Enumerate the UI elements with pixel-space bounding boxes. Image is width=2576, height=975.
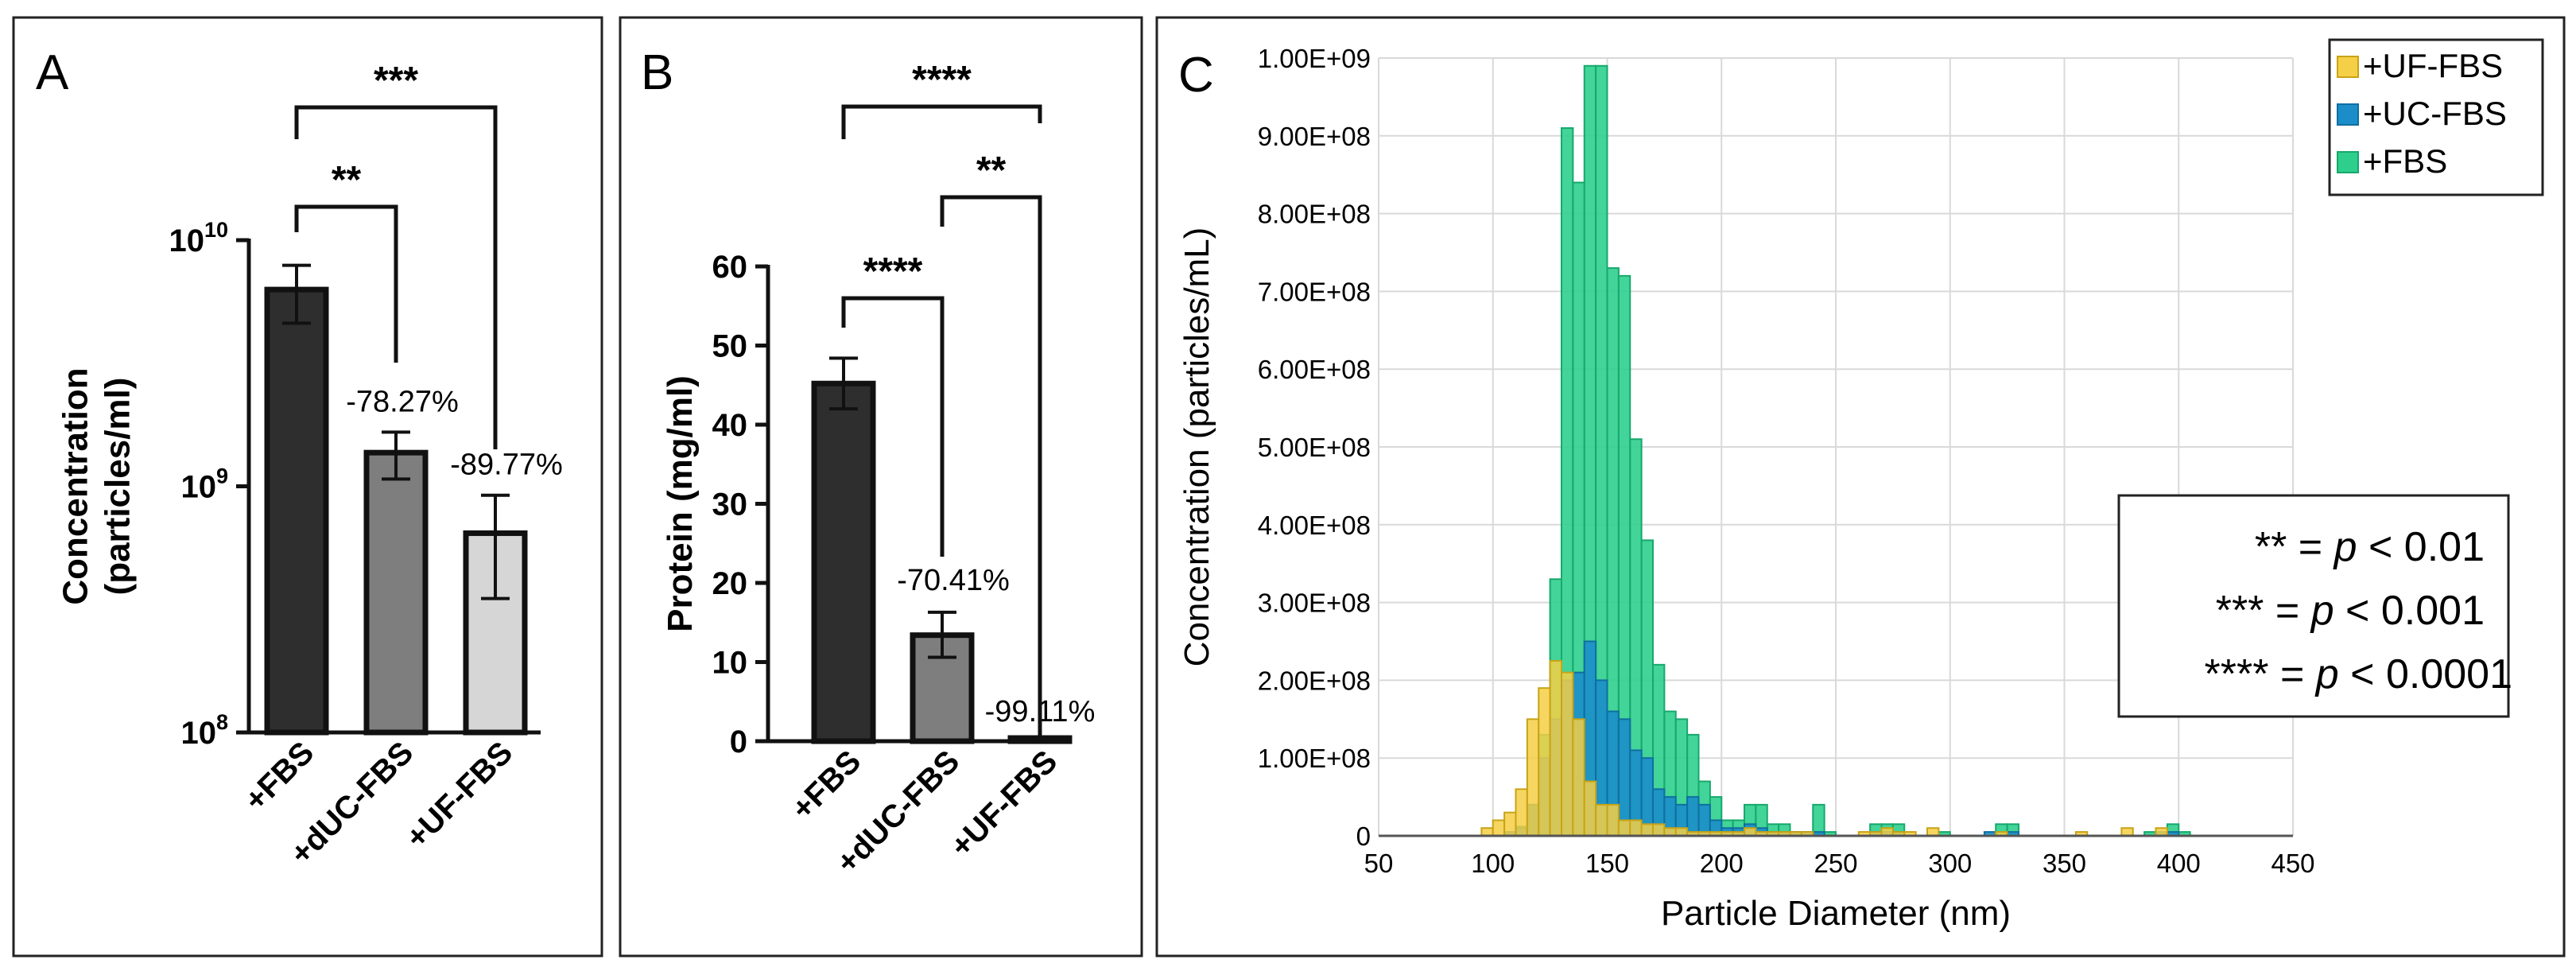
legend-swatch	[2337, 103, 2359, 126]
y-tick-label: 50	[712, 329, 748, 364]
y-tick-label: 4.00E+08	[1258, 511, 1371, 540]
x-tick-label: 350	[2043, 849, 2086, 878]
histogram-bar	[1583, 780, 1597, 837]
bar	[264, 286, 329, 736]
y-tick-label: 9.00E+08	[1258, 122, 1371, 151]
histogram-bar	[1617, 718, 1631, 837]
x-axis-label: Particle Diameter (nm)	[1661, 894, 2011, 933]
legend-swatch	[2337, 56, 2359, 78]
x-tick-label: 450	[2271, 849, 2314, 878]
histogram-bar	[1629, 819, 1643, 837]
x-tick-label: 50	[1364, 849, 1394, 878]
x-tick-label: 250	[1814, 849, 1857, 878]
y-tick-label: 1010	[169, 218, 228, 258]
histogram-bar	[1652, 823, 1666, 837]
significance-label: ****	[912, 59, 972, 101]
y-tick-label: 1.00E+09	[1258, 44, 1371, 73]
histogram-bar	[1526, 718, 1540, 837]
significance-key-line-3: **** = p < 0.0001	[2205, 651, 2512, 697]
y-tick-label: 20	[712, 566, 748, 601]
histogram-bar	[1492, 819, 1506, 837]
histogram-bar	[1686, 796, 1700, 837]
significance-bracket	[841, 296, 945, 557]
y-tick-label: 60	[712, 250, 748, 285]
x-tick-label: 300	[1928, 849, 1972, 878]
histogram-bar	[1617, 819, 1631, 837]
significance-label: ****	[863, 251, 923, 293]
x-tick-label: 150	[1585, 849, 1629, 878]
significance-bracket	[294, 204, 398, 363]
histogram-bar	[1538, 687, 1551, 837]
y-tick-label: 0	[1356, 822, 1371, 851]
y-axis-label: Concentration(particles/ml)	[56, 367, 138, 604]
y-tick-label: 10	[712, 646, 748, 681]
panel-b-letter: B	[641, 45, 673, 100]
y-tick-label: 7.00E+08	[1258, 277, 1371, 306]
x-tick-label: 100	[1471, 849, 1515, 878]
legend-entry: +UC-FBS	[2363, 95, 2507, 132]
y-tick-label: 108	[180, 710, 228, 751]
significance-key: ** = p < 0.01 *** = p < 0.001 **** = p <…	[2117, 494, 2512, 718]
bar	[811, 380, 876, 744]
legend-entry: +FBS	[2363, 142, 2447, 180]
y-tick-label: 6.00E+08	[1258, 355, 1371, 384]
y-tick-label: 2.00E+08	[1258, 666, 1371, 695]
histogram-bar	[1640, 823, 1654, 837]
panel-c-letter: C	[1178, 48, 1214, 103]
bar	[363, 449, 429, 736]
significance-bracket	[940, 195, 1042, 740]
legend: +UF-FBS +UC-FBS +FBS	[2328, 38, 2544, 196]
significance-label: ***	[374, 60, 418, 102]
y-axis-label: Protein (mg/ml)	[661, 375, 700, 632]
histogram-bar	[1561, 671, 1574, 837]
y-axis-label: Concentration (particles/mL)	[1177, 227, 1216, 667]
percent-change-label: -89.77%	[450, 449, 563, 482]
y-tick-label: 40	[712, 408, 748, 443]
y-tick-label: 0	[730, 724, 747, 759]
panel-c-chart: 0 1.00E+08 2.00E+08 3.00E+08 4.00E+08 5.00E+0…	[1177, 38, 2544, 933]
histogram-bar	[1606, 803, 1620, 837]
y-tick-label: 5.00E+08	[1258, 433, 1371, 462]
significance-label: **	[976, 150, 1007, 192]
histogram-bar	[1549, 659, 1562, 837]
significance-key-line-2: *** = p < 0.001	[2216, 588, 2485, 634]
significance-key-box	[2117, 494, 2510, 718]
y-tick-label: 30	[712, 488, 748, 522]
legend-box	[2328, 38, 2544, 196]
legend-swatch	[2337, 151, 2359, 173]
histogram-bar	[1595, 803, 1608, 837]
percent-change-label: -70.41%	[897, 564, 1010, 597]
panel-a-letter: A	[36, 45, 69, 100]
significance-label: **	[332, 159, 362, 201]
y-tick-label: 8.00E+08	[1258, 200, 1371, 229]
legend-entry: +UF-FBS	[2363, 47, 2503, 84]
histogram-bar	[1503, 811, 1517, 837]
y-tick-label: 1.00E+08	[1258, 744, 1371, 773]
y-tick-label: 3.00E+08	[1258, 588, 1371, 618]
x-tick-label: 400	[2157, 849, 2201, 878]
histogram-bar	[1515, 788, 1528, 837]
y-tick-label: 109	[180, 464, 228, 505]
significance-bracket	[294, 105, 498, 449]
panel-b-frame	[619, 16, 1143, 958]
histogram-bar	[1572, 718, 1585, 837]
x-tick-label: 200	[1700, 849, 1744, 878]
significance-bracket	[841, 104, 1042, 139]
percent-change-label: -78.27%	[346, 385, 459, 418]
significance-key-line-1: ** = p < 0.01	[2255, 524, 2485, 570]
